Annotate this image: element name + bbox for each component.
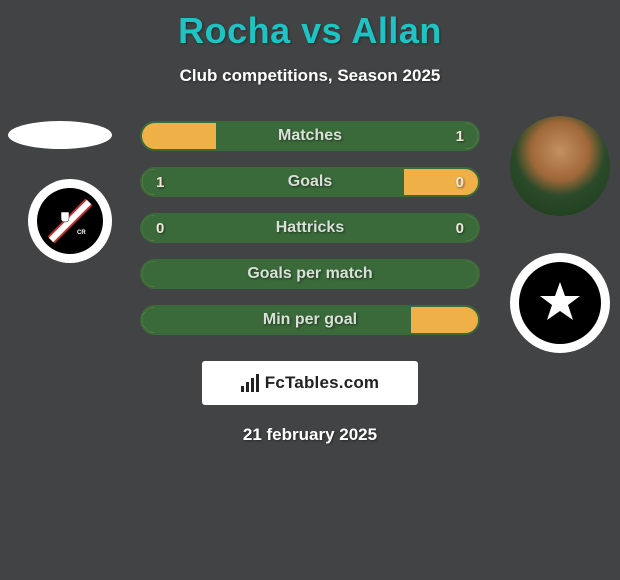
player-right-avatar (510, 116, 610, 216)
svg-text:CR: CR (77, 230, 86, 236)
stat-label: Goals (288, 173, 332, 191)
stat-label: Min per goal (263, 311, 357, 329)
comparison-panel: CR 1 Matches 1 0 Goals 0 0 Hattricks Goals per m… (0, 121, 620, 361)
botafogo-crest-icon (519, 262, 601, 344)
watermark-badge: FcTables.com (202, 361, 418, 405)
player-right-club-crest (510, 253, 610, 353)
stat-row: Goals per match (140, 259, 480, 289)
stat-value-right: 1 (456, 128, 464, 145)
stat-row: 0 0 Hattricks (140, 213, 480, 243)
bar-left-fill (142, 169, 404, 195)
stat-row: 1 Matches (140, 121, 480, 151)
stat-value-right: 0 (456, 174, 464, 191)
stat-value-right: 0 (456, 220, 464, 237)
stat-label: Hattricks (276, 219, 344, 237)
stat-value-left: 1 (156, 174, 164, 191)
stat-row: Min per goal (140, 305, 480, 335)
stat-label: Matches (278, 127, 342, 145)
comparison-subtitle: Club competitions, Season 2025 (0, 66, 620, 86)
stat-row: 1 0 Goals (140, 167, 480, 197)
comparison-date: 21 february 2025 (0, 425, 620, 445)
watermark-text: FcTables.com (265, 373, 380, 393)
bar-right-fill (216, 123, 478, 149)
player-left-avatar (8, 121, 112, 149)
chart-bars-icon (241, 374, 259, 392)
stat-label: Goals per match (247, 265, 372, 283)
stat-value-left: 0 (156, 220, 164, 237)
stats-bars: 1 Matches 1 0 Goals 0 0 Hattricks Goals per matc… (140, 121, 480, 351)
player-left-club-crest: CR (28, 179, 112, 263)
comparison-title: Rocha vs Allan (0, 0, 620, 52)
vasco-crest-icon: CR (37, 188, 103, 254)
